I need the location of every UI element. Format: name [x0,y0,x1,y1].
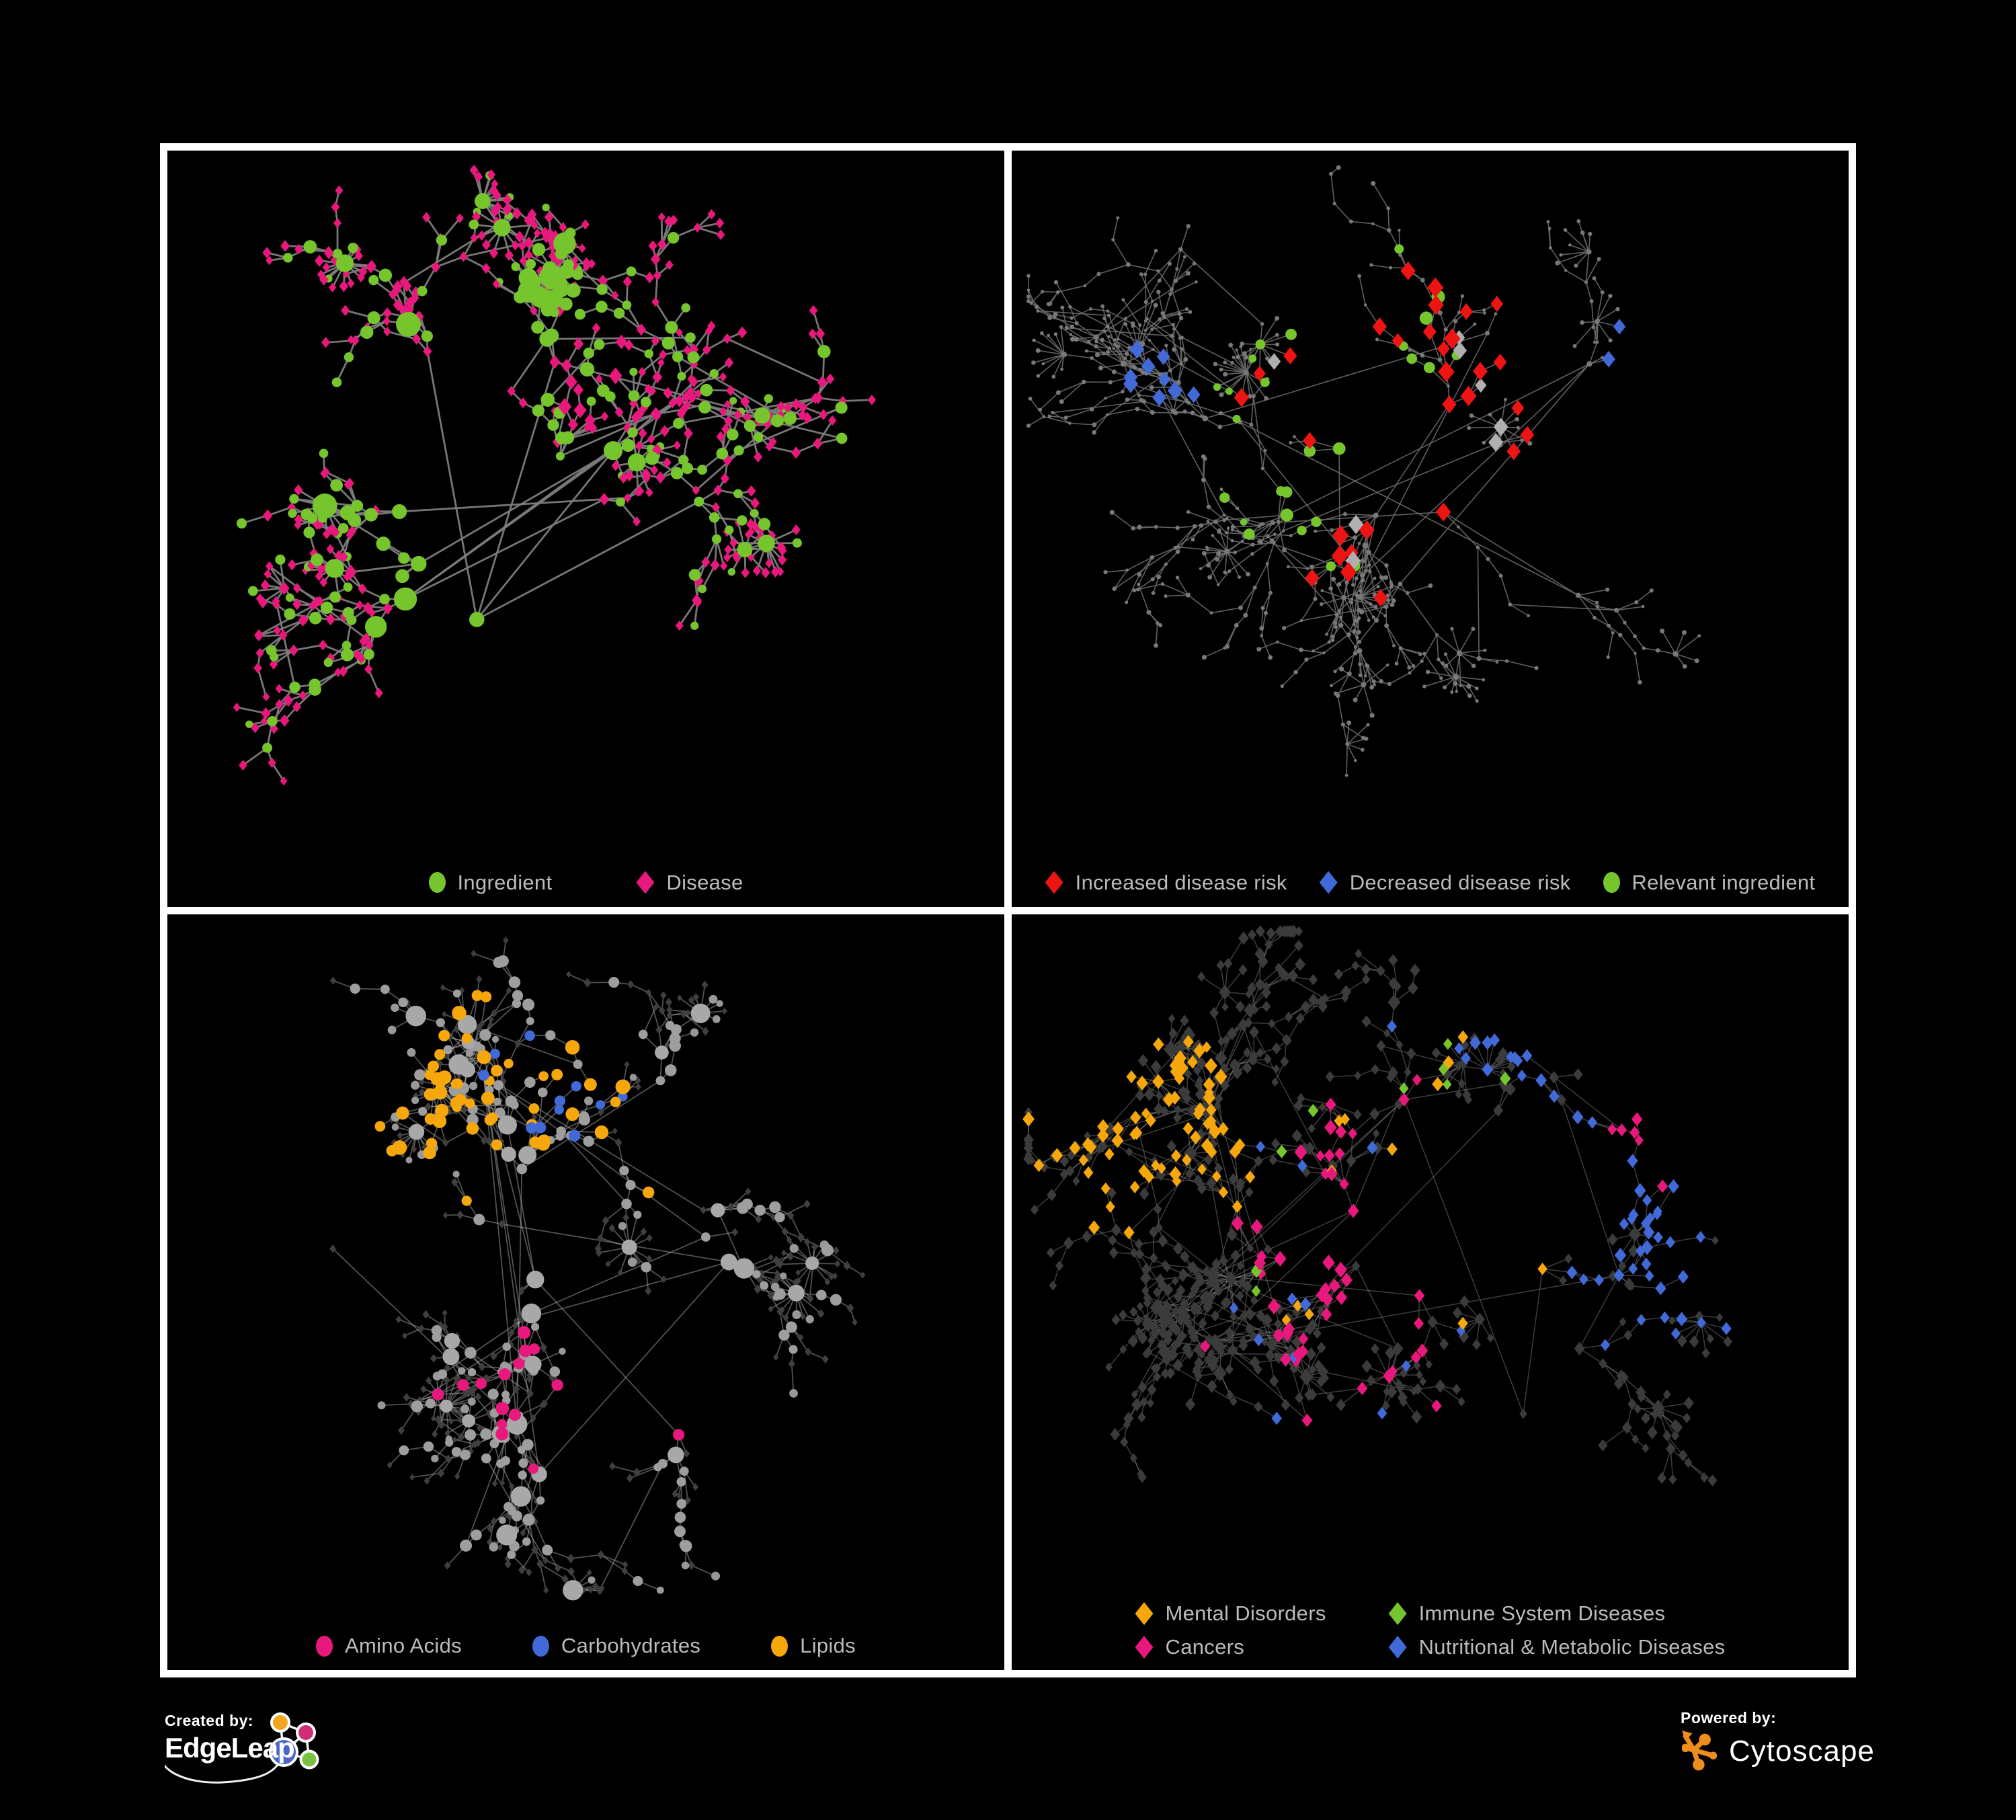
legend-item-mental-disorders: Mental Disorders [1135,1601,1326,1626]
ingredient-disease-network-graph [233,164,876,786]
legend-item-nutritional-metabolic-diseases: Nutritional & Metabolic Diseases [1388,1635,1726,1659]
legend-item-relevant-ingredient: Relevant ingredient [1603,871,1816,895]
legend-item-cancers: Cancers [1135,1635,1326,1659]
disease-class-network-graph [1022,924,1732,1487]
powered-by-label: Powered by: [1681,1709,1777,1727]
legend-item-ingredient: Ingredient [428,870,553,895]
legend-disease-risk: Increased disease risk Decreased disease … [1012,871,1849,895]
circle-marker [428,872,446,893]
cytoscape-wordmark: Cytoscape [1729,1735,1875,1768]
legend-label: Cancers [1165,1635,1245,1659]
legend-label: Increased disease risk [1075,870,1287,894]
legend-label: Relevant ingredient [1631,870,1816,894]
panel-ingredient-disease: Ingredient Disease [167,151,1004,907]
nutrient-class-network-graph [329,936,866,1600]
diamond-marker [1388,1602,1407,1625]
legend-label: Immune System Diseases [1418,1601,1666,1625]
legend-item-increased-disease-risk: Increased disease risk [1045,871,1287,895]
panel-nutrient-classes: Amino Acids Carbohydrates Lipids [167,914,1004,1670]
legend-label: Nutritional & Metabolic Diseases [1418,1635,1726,1659]
circle-marker [316,1635,333,1657]
legend-label: Decreased disease risk [1349,870,1571,894]
diamond-marker [636,871,655,894]
legend-disease-classes: Mental Disorders Immune System Diseases Ca… [1012,1601,1849,1659]
legend-label: Amino Acids [345,1634,462,1657]
legend-label: Ingredient [457,870,553,894]
legend-label: Mental Disorders [1165,1601,1326,1625]
diamond-marker [1388,1636,1407,1659]
edgeleap-wordmark: EdgeLeap [165,1732,295,1764]
cytoscape-branding: Powered by: Cytosc [1681,1709,1909,1786]
circle-marker [532,1635,549,1657]
diamond-marker [1135,1602,1154,1625]
legend-item-lipids: Lipids [771,1634,856,1658]
legend-label: Disease [666,870,743,894]
legend-ingredient-disease: Ingredient Disease [167,871,1004,895]
circle-marker [771,1635,789,1657]
disease-risk-network-graph [1026,165,1701,777]
legend-item-disease: Disease [636,871,743,895]
panel-disease-risk: Increased disease risk Decreased disease … [1012,151,1849,907]
diamond-marker [1045,871,1063,894]
diamond-marker [1319,871,1338,894]
legend-nutrient-classes: Amino Acids Carbohydrates Lipids [167,1634,1004,1658]
legend-item-decreased-disease-risk: Decreased disease risk [1319,870,1571,895]
legend-item-immune-system-diseases: Immune System Diseases [1388,1601,1726,1626]
legend-label: Carbohydrates [561,1634,701,1657]
legend-label: Lipids [800,1634,856,1657]
panel-disease-classes: Mental Disorders Immune System Diseases Ca… [1012,914,1849,1670]
circle-marker [1603,872,1620,893]
created-by-label: Created by: [165,1712,254,1729]
edgeleap-branding: Created by: EdgeLeap [165,1712,360,1799]
diamond-marker [1135,1636,1154,1659]
legend-item-amino-acids: Amino Acids [316,1634,462,1658]
cytoscape-logo-icon [1682,1731,1718,1771]
panel-grid: Ingredient Disease Increased disease risk… [160,143,1856,1677]
edgeleap-logo-icon [165,1712,319,1784]
legend-item-carbohydrates: Carbohydrates [532,1634,700,1658]
